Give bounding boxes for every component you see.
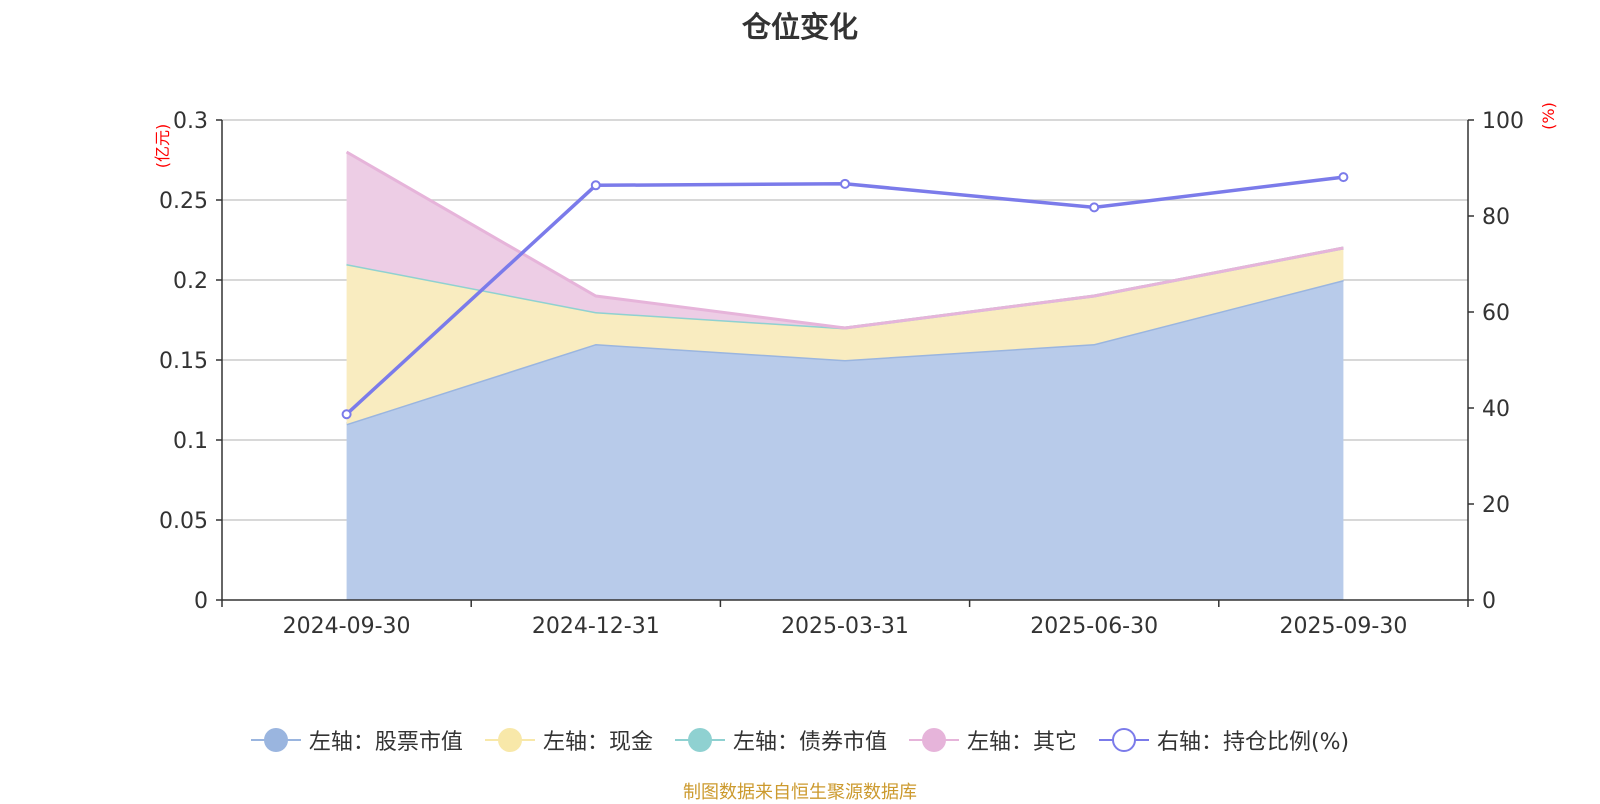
ratio-point[interactable] [1089,202,1100,213]
legend-label: 左轴：股票市值 [308,730,463,755]
axes [216,119,1474,607]
left-axis-tick-label: 0.2 [173,269,208,294]
x-axis-tick-label: 2024-12-31 [532,614,660,639]
left-axis-tick-label: 0 [194,589,208,614]
legend-label: 左轴：其它 [966,730,1077,755]
legend-label: 右轴：持仓比例(%) [1156,730,1350,755]
area-series [345,150,1344,600]
legend-swatch-icon [250,727,301,753]
left-axis-tick-label: 0.25 [159,189,208,214]
x-axis-tick-label: 2024-09-30 [283,614,411,639]
left-axis-tick-label: 0.3 [173,109,208,134]
left-axis-unit: (亿元) [153,124,172,169]
legend-swatch-icon [674,727,725,753]
source-note: 制图数据来自恒生聚源数据库 [683,782,917,803]
chart-title: 仓位变化 [741,10,858,44]
legend-swatch-icon [908,727,959,753]
left-axis-tick-label: 0.05 [159,509,208,534]
legend-item[interactable]: 左轴：债券市值 [674,724,887,756]
legend-item[interactable]: 左轴：其它 [908,724,1077,756]
ratio-point[interactable] [1338,172,1349,183]
legend-item[interactable]: 左轴：现金 [484,724,653,756]
left-axis-tick-label: 0.1 [173,429,208,454]
right-axis-tick-label: 100 [1482,109,1524,134]
area-top-line [345,150,1344,330]
right-axis-tick-label: 80 [1482,205,1510,230]
legend-swatch-icon [484,727,535,753]
x-axis-tick-label: 2025-03-31 [781,614,909,639]
legend-dot [687,728,712,752]
x-axis-tick-label: 2025-09-30 [1279,614,1407,639]
right-axis-unit: (%) [1539,102,1558,130]
legend-dot [263,728,288,752]
legend-label: 左轴：债券市值 [732,730,887,755]
x-axis-tick-label: 2025-06-30 [1030,614,1158,639]
right-axis-tick-label: 0 [1482,589,1496,614]
legend-item[interactable]: 左轴：股票市值 [250,724,463,756]
legend-dot [921,728,946,752]
area-fill [346,280,1344,600]
legend: 左轴：股票市值 左轴：现金 左轴：债券市值 左轴：其它 右轴：持仓比例(%) [0,722,1600,758]
right-axis-tick-label: 40 [1482,397,1510,422]
tick-labels: 0 0.05 0.1 0.15 0.2 0.25 0.3 0 20 40 60 80 100 2024-0… [153,102,1558,639]
ratio-point[interactable] [590,180,601,191]
line-points [341,172,1349,420]
ratio-point[interactable] [840,178,850,189]
area-fill [346,248,1344,424]
legend-item[interactable]: 右轴：持仓比例(%) [1098,724,1350,756]
legend-dot [1111,728,1136,752]
right-axis-tick-label: 60 [1482,301,1510,326]
right-axis-tick-label: 20 [1482,493,1510,518]
legend-dot [497,728,522,752]
legend-label: 左轴：现金 [542,730,653,755]
ratio-point[interactable] [341,409,352,420]
legend-swatch-icon [1098,727,1149,753]
left-axis-tick-label: 0.15 [159,349,208,374]
